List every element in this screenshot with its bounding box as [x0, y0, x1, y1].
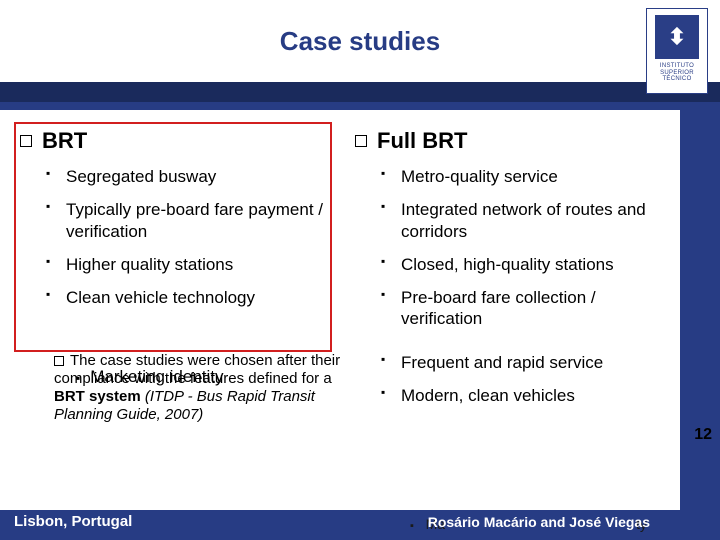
- right-heading: Full BRT: [377, 128, 467, 154]
- logo-glyph: ⬍: [655, 15, 699, 59]
- overlapping-bullet: Marketing identity: [76, 367, 224, 387]
- left-heading: BRT: [42, 128, 87, 154]
- list-item: Metro-quality service: [381, 166, 670, 187]
- list-item: Higher quality stations: [46, 254, 335, 275]
- slide: Case studies ⬍ INSTITUTO SUPERIOR TÉCNIC…: [0, 0, 720, 540]
- list-item: Clean vehicle technology: [46, 287, 335, 308]
- checkbox-icon: [20, 135, 32, 147]
- header: Case studies: [0, 0, 720, 82]
- right-heading-row: Full BRT: [355, 128, 670, 154]
- institution-logo: ⬍ INSTITUTO SUPERIOR TÉCNICO: [646, 8, 708, 94]
- list-item: Integrated network of routes and corrido…: [381, 199, 670, 242]
- list-item: Modern, clean vehicles: [381, 385, 670, 406]
- header-strip: [0, 82, 720, 102]
- left-list: Segregated busway Typically pre-board fa…: [20, 166, 335, 308]
- list-item: Segregated busway: [46, 166, 335, 187]
- right-list: Metro-quality service Integrated network…: [355, 166, 670, 406]
- footer-location: Lisbon, Portugal: [14, 513, 132, 530]
- left-heading-row: BRT: [20, 128, 335, 154]
- list-item: Pre-board fare collection / verification: [381, 287, 670, 330]
- left-column: BRT Segregated busway Typically pre-boar…: [20, 128, 335, 418]
- list-item: Typically pre-board fare payment / verif…: [46, 199, 335, 242]
- content-area: BRT Segregated busway Typically pre-boar…: [0, 110, 680, 510]
- list-item: Closed, high-quality stations: [381, 254, 670, 275]
- page-number: 12: [694, 426, 712, 444]
- list-item: Frequent and rapid service: [381, 352, 670, 373]
- logo-text: INSTITUTO SUPERIOR TÉCNICO: [660, 63, 694, 83]
- right-column: Full BRT Metro-quality service Integrate…: [355, 128, 670, 418]
- columns: BRT Segregated busway Typically pre-boar…: [20, 128, 670, 418]
- checkbox-icon: [355, 135, 367, 147]
- case-study-note: The case studies were chosen after their…: [54, 352, 344, 424]
- page-title: Case studies: [280, 26, 440, 57]
- footer-authors: Rosário Macário and José Viegas: [428, 514, 650, 530]
- checkbox-icon: [54, 356, 64, 366]
